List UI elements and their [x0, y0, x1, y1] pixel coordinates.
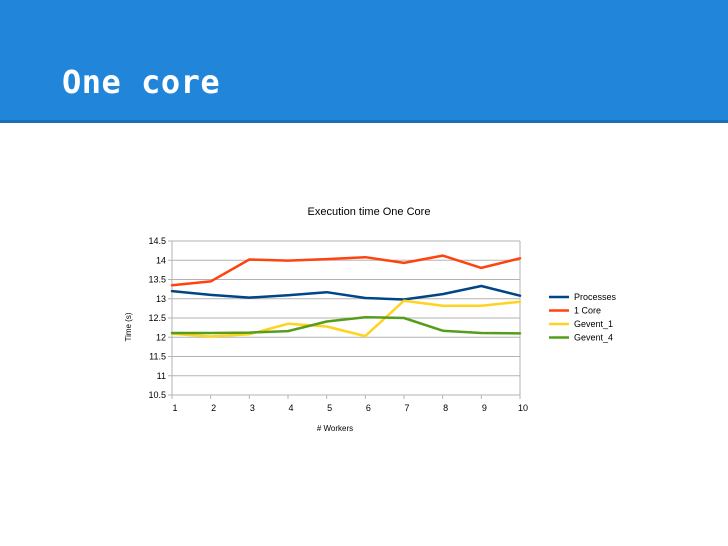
x-tick-label: 6 [366, 403, 371, 413]
x-tick-label: 10 [518, 403, 528, 413]
y-tick-label: 13 [156, 294, 166, 304]
y-tick-label: 14.5 [148, 236, 166, 246]
y-tick-label: 14 [156, 255, 166, 265]
x-tick-label: 3 [250, 403, 255, 413]
legend-label: Gevent_1 [574, 319, 613, 329]
chart-title: Execution time One Core [308, 206, 431, 218]
y-tick-label: 11.5 [149, 352, 166, 362]
series-line [170, 299, 522, 338]
series-line [170, 254, 522, 287]
title-banner: One core [0, 0, 728, 123]
y-axis-label: Time (s) [124, 312, 133, 341]
legend-label: Gevent_4 [574, 333, 613, 343]
x-tick-label: 8 [443, 403, 448, 413]
y-tick-label: 10.5 [148, 390, 166, 400]
series-line [170, 284, 522, 301]
x-tick-label: 1 [172, 403, 177, 413]
y-tick-label: 11 [157, 371, 166, 381]
x-tick-label: 2 [211, 403, 216, 413]
x-tick-label: 5 [327, 403, 332, 413]
series-line [170, 315, 522, 335]
legend: Processes 1 Core Gevent_1 Gevent_4 [549, 292, 617, 343]
y-tick-label: 12.5 [148, 313, 166, 323]
legend-label: 1 Core [574, 306, 601, 316]
slide-title: One core [62, 63, 221, 101]
y-tick-label: 12 [156, 332, 166, 342]
x-tick-label: 4 [288, 403, 293, 413]
y-tick-label: 13.5 [148, 275, 166, 285]
x-axis-label: # Workers [317, 424, 353, 433]
legend-label: Processes [574, 292, 617, 302]
x-tick-label: 9 [482, 403, 487, 413]
x-tick-label: 7 [404, 403, 409, 413]
